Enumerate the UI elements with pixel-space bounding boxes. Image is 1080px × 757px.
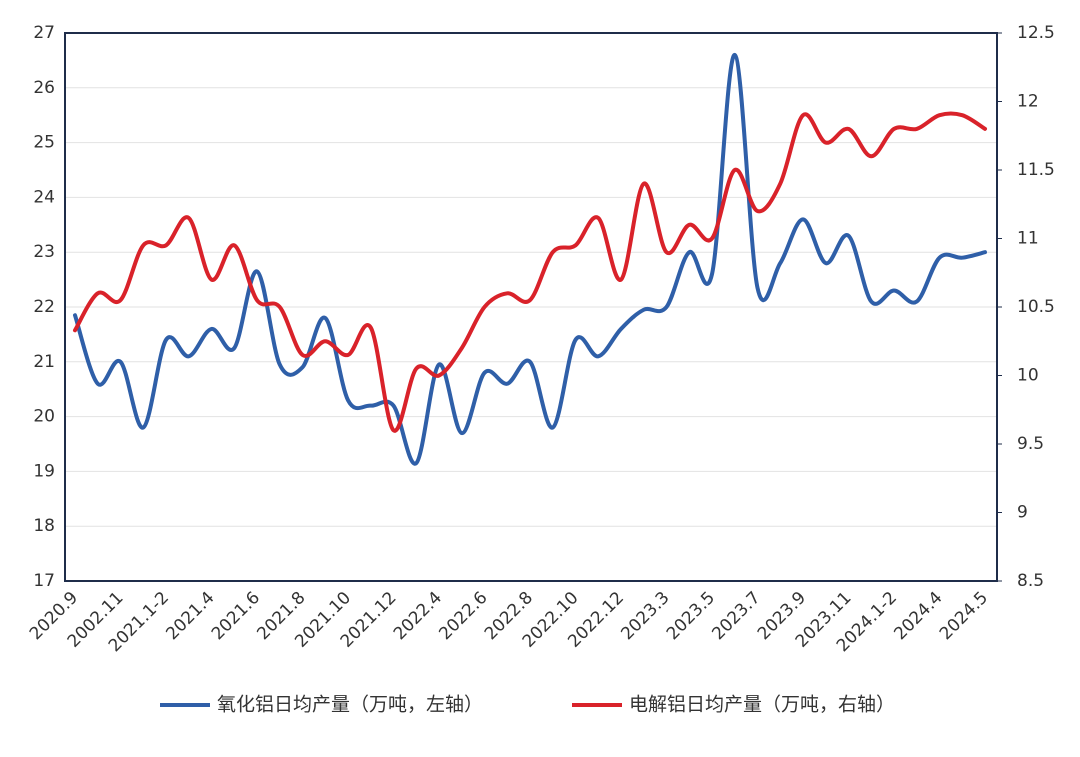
y-tick-label: 22 [33, 297, 55, 317]
plot-frame [64, 32, 998, 582]
y-tick-label: 27 [33, 23, 55, 43]
y-tick-label: 23 [33, 242, 55, 262]
y2-tick-label: 9.5 [1017, 434, 1044, 454]
x-tick-label: 2022.6 [435, 588, 491, 644]
y2-tick-label: 10 [1017, 366, 1039, 386]
y-tick-label: 21 [33, 352, 55, 372]
y2-tick-label: 12 [1017, 92, 1039, 112]
y2-tick-label: 12.5 [1017, 23, 1055, 43]
y2-tick-label: 8.5 [1017, 571, 1044, 591]
x-tick-label: 2021.4 [162, 588, 218, 644]
line-series [73, 111, 987, 433]
legend-label: 氧化铝日均产量（万吨，左轴） [217, 694, 483, 716]
x-tick-label: 2023.7 [708, 588, 764, 644]
legend-label: 电解铝日均产量（万吨，右轴） [629, 694, 895, 716]
x-tick-label: 2024.4 [890, 588, 946, 644]
x-tick-label: 2023.3 [617, 588, 673, 644]
y-tick-label: 19 [33, 461, 55, 481]
y2-tick-label: 9 [1017, 503, 1028, 523]
y-tick-label: 26 [33, 78, 55, 98]
y2-tick-label: 11.5 [1017, 160, 1055, 180]
y2-tick-label: 10.5 [1017, 297, 1055, 317]
x-tick-label: 2021.6 [208, 588, 264, 644]
y2-tick-label: 11 [1017, 229, 1039, 249]
x-tick-label: 2024.5 [936, 588, 992, 644]
x-tick-label: 2023.5 [663, 588, 719, 644]
y-tick-label: 20 [33, 407, 55, 427]
y-tick-label: 24 [33, 187, 55, 207]
y-tick-label: 18 [33, 516, 55, 536]
x-tick-label: 2022.4 [390, 588, 446, 644]
y-tick-label: 25 [33, 133, 55, 153]
line-series [73, 52, 987, 466]
y-tick-label: 17 [33, 571, 55, 591]
